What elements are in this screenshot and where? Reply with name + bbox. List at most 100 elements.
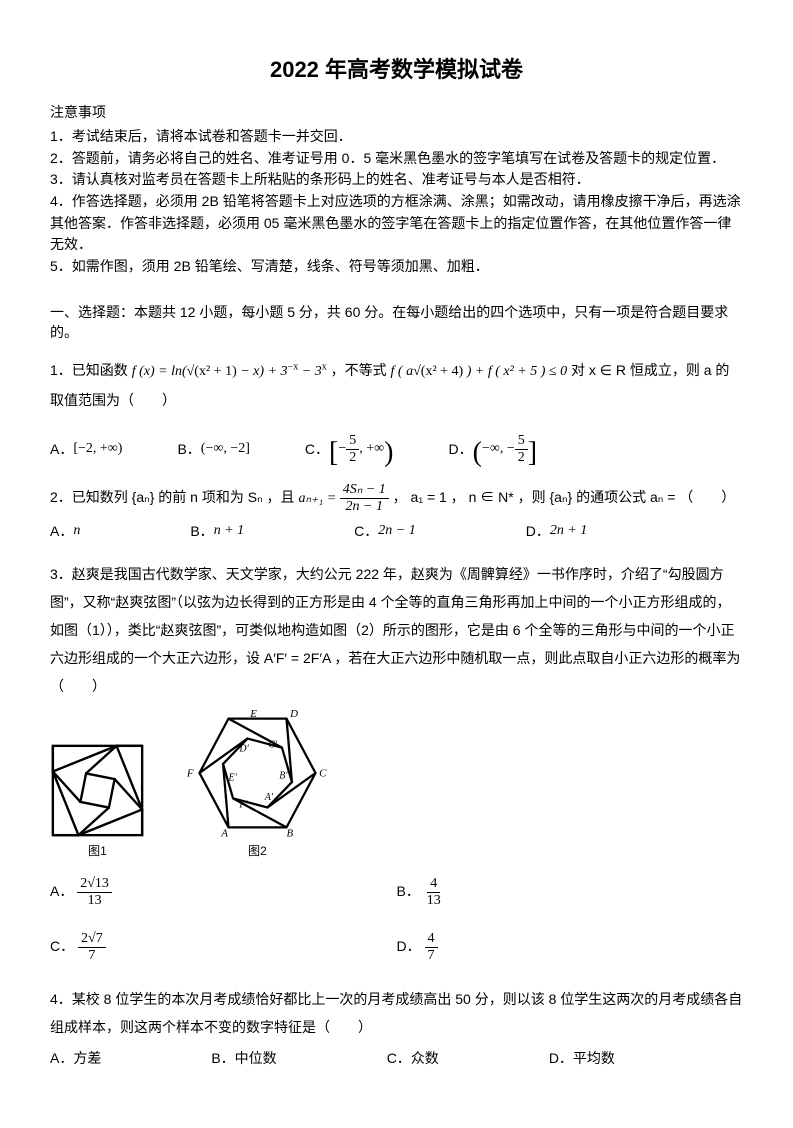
q4-opt-b: B．中位数 [211,1047,276,1069]
q1-opt-c-frac: 5 2 [346,434,359,465]
q2-opt-d: D． 2n + 1 [526,520,588,542]
question-3: 3．赵爽是我国古代数学家、天文学家，大约公元 222 年，赵爽为《周髀算经》一书… [50,560,743,700]
bracket-icon: [ [329,439,338,467]
q3-opt-a-label: A． [50,883,73,899]
q1-formula-1c: − 3 [298,364,321,379]
q2-opt-d-label: D． [526,520,550,542]
q1-opt-a-label: A． [50,438,73,460]
q2-opt-d-val: 2n + 1 [550,520,587,542]
question-2: 2．已知数列 {aₙ} 的前 n 项和为 Sₙ ，且 aₙ₊₁ = 4Sₙ − … [50,483,743,514]
q3-opt-a-den: 13 [85,893,105,908]
q3-opt-c-num: 2√7 [78,932,106,948]
q2-opt-a: A． n [50,520,80,542]
q3-opt-d-num: 4 [425,932,438,948]
q3-opt-b-num: 4 [427,877,440,893]
neg-inf-icon: −∞, − [482,438,515,460]
q1-formula-1a: f (x) = ln( [132,364,187,379]
q3-opt-d-label: D． [397,938,421,954]
instruction-3: 3．请认真核对监考员在答题卡上所粘贴的条形码上的姓名、准考证号与本人是否相符． [50,169,743,191]
page-title: 2022 年高考数学模拟试卷 [50,52,743,84]
hex-label-Dp: D′ [238,743,249,754]
q1-opt-c-label: C． [305,438,329,460]
q2-opt-c: C． 2n − 1 [354,520,416,542]
q2-opt-b-label: B． [190,520,213,542]
q1-options: A． [−2, +∞) B． (−∞, −2] C． [ − 5 2 , +∞ … [50,434,743,465]
q1-formula-2a: f ( a [391,364,414,379]
q1-opt-a-val: [−2, +∞) [73,438,122,460]
q3-figures: 图1 E D C B A F [50,708,743,859]
q1-exp-1: −x [288,361,299,372]
q2-frac: 4Sₙ − 1 2n − 1 [340,483,389,514]
zhaoshuang-square-icon [50,743,145,838]
question-1: 1．已知函数 f (x) = ln(√(x² + 1) − x) + 3−x −… [50,356,743,414]
q1-pre: 1．已知函数 [50,362,132,378]
instruction-5: 5．如需作图，须用 2B 铅笔绘、写清楚，线条、符号等须加黑、加粗． [50,256,743,278]
instruction-2: 2．答题前，请务必将自己的姓名、准考证号用 0．5 毫米黑色墨水的签字笔填写在试… [50,148,743,170]
q2-opt-b-val: n + 1 [214,520,244,542]
q3-opt-c-label: C． [50,938,74,954]
q1-opt-c: C． [ − 5 2 , +∞ ) [305,434,394,465]
q2-mid: ， a₁ = 1 ， n ∈ N* ，则 {aₙ} 的通项公式 aₙ = （ ） [393,489,736,505]
q3-opt-c-frac: 2√7 7 [78,932,106,963]
q4-opt-a: A．方差 [50,1047,101,1069]
q2-pre: 2．已知数列 {aₙ} 的前 n 项和为 Sₙ ，且 [50,489,298,505]
hex-label-C: C [319,768,327,780]
figure-2-label: 图2 [248,842,267,859]
bracket-icon: ] [528,439,537,467]
q2-opt-b: B． n + 1 [190,520,244,542]
figure-1-label: 图1 [88,842,107,859]
q3-opt-d-den: 7 [425,948,438,963]
q3-opt-a-num: 2√13 [77,877,112,893]
q1-opt-b: B． (−∞, −2] [177,438,249,460]
q1-root-1: √(x² + 1) [187,364,237,379]
q1-root-2: √(x² + 4) [413,364,463,379]
hex-label-E: E [249,708,257,720]
q4-opt-c: C．众数 [387,1047,439,1069]
question-4: 4．某校 8 位学生的本次月考成绩恰好都比上一次的月考成绩高出 50 分，则以该… [50,985,743,1041]
q1-formula-2b: ) + f ( x² + 5 ) ≤ 0 [463,364,567,379]
q2-frac-num: 4Sₙ − 1 [340,483,389,499]
figure-1: 图1 [50,743,145,859]
q1-opt-c-den: 2 [346,450,359,465]
q3-opt-d: D． 4 7 [397,932,744,963]
q2-options: A． n B． n + 1 C． 2n − 1 D． 2n + 1 [50,520,743,542]
q1-opt-d-num: 5 [515,434,528,450]
q1-opt-b-val: (−∞, −2] [201,438,250,460]
figure-2: E D C B A F D′ C′ B′ A′ F′ E′ 图2 [185,708,330,859]
q1-formula-1b: − x) + 3 [237,364,288,379]
instruction-1: 1．考试结束后，请将本试卷和答题卡一并交回． [50,126,743,148]
q3-opt-c-den: 7 [85,948,98,963]
q3-opt-a-frac: 2√13 13 [77,877,112,908]
hexagon-icon: E D C B A F D′ C′ B′ A′ F′ E′ [185,708,330,838]
q2-lhs: aₙ₊₁ = [298,491,339,506]
bracket-icon: ( [473,439,482,467]
exam-page: 2022 年高考数学模拟试卷 注意事项 1．考试结束后，请将本试卷和答题卡一并交… [0,0,793,1128]
q1-exp-2: x [322,361,327,372]
hex-label-A: A [220,828,228,839]
q1-opt-d-den: 2 [515,450,528,465]
q2-opt-a-val: n [73,520,80,542]
section-1-heading: 一、选择题：本题共 12 小题，每小题 5 分，共 60 分。在每小题给出的四个… [50,302,743,342]
hex-label-Cp: C′ [268,740,278,751]
q2-opt-a-label: A． [50,520,73,542]
q3-opt-b: B． 4 13 [397,877,744,908]
q4-opt-d: D．平均数 [549,1047,615,1069]
hex-label-Ep: E′ [228,772,238,783]
q3-options: A． 2√13 13 B． 4 13 C． 2√7 7 D． 4 7 [50,877,743,963]
hex-label-D: D [289,708,298,720]
q1-opt-d: D． ( −∞, − 5 2 ] [448,434,537,465]
q3-opt-c: C． 2√7 7 [50,932,397,963]
q2-opt-c-label: C． [354,520,378,542]
q3-opt-d-frac: 4 7 [425,932,438,963]
q2-opt-c-val: 2n − 1 [378,520,415,542]
q3-opt-b-frac: 4 13 [424,877,444,908]
comma-icon: , +∞ [359,438,384,460]
hex-label-F: F [186,768,194,780]
q1-opt-a: A． [−2, +∞) [50,438,122,460]
q3-opt-b-den: 13 [424,893,444,908]
notice-heading: 注意事项 [50,102,743,122]
hex-label-Fp: F′ [238,800,248,811]
q1-opt-d-label: D． [448,438,472,460]
minus-icon: − [338,438,346,460]
hex-label-Bp: B′ [279,771,288,782]
